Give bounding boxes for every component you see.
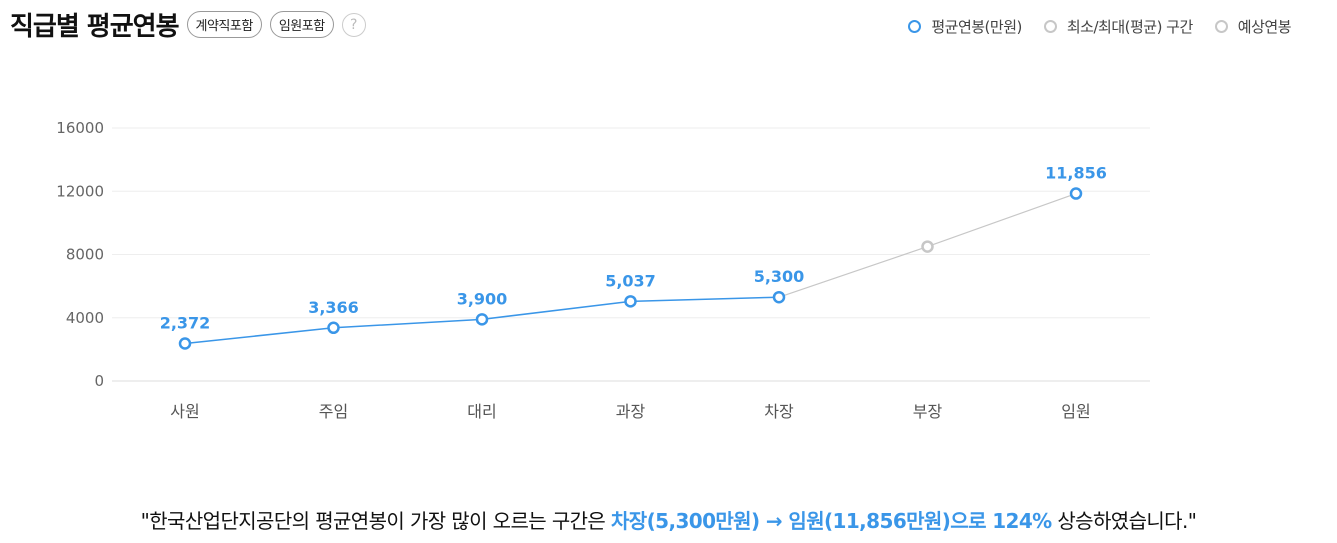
x-tick-label: 과장 bbox=[616, 402, 646, 421]
x-tick-label: 임원 bbox=[1061, 402, 1090, 421]
executive-included-toggle[interactable]: 임원포함 bbox=[269, 11, 334, 38]
x-tick-label: 부장 bbox=[913, 402, 943, 421]
legend-item-average[interactable]: 평균연봉(만원) bbox=[908, 16, 1022, 37]
data-label: 3,366 bbox=[308, 298, 359, 317]
data-label: 2,372 bbox=[160, 313, 211, 332]
legend-label: 평균연봉(만원) bbox=[931, 18, 1022, 36]
data-label: 5,037 bbox=[605, 271, 656, 290]
legend-dot-icon bbox=[908, 20, 922, 33]
y-tick-label: 12000 bbox=[56, 182, 104, 200]
data-point bbox=[327, 321, 340, 335]
data-point bbox=[772, 290, 786, 304]
legend-dot-icon bbox=[1214, 20, 1228, 33]
legend-label: 최소/최대(평균) 구간 bbox=[1066, 18, 1193, 36]
legend-item-range[interactable]: 최소/최대(평균) 구간 bbox=[1043, 16, 1193, 37]
legend-label: 예상연봉 bbox=[1237, 18, 1292, 36]
salary-line-chart: 16000 12000 8000 4000 0 사원 주임 대리 과장 차장 부장 임원 2,372 3,… bbox=[56, 119, 1150, 421]
y-tick-label: 8000 bbox=[66, 246, 104, 264]
header: 직급별 평균연봉 계약직포함 임원포함 ? bbox=[10, 6, 366, 43]
data-label: 3,900 bbox=[457, 289, 508, 308]
summary-suffix: 상승하였습니다." bbox=[1051, 509, 1197, 533]
x-tick-label: 주임 bbox=[319, 402, 348, 421]
x-tick-label: 대리 bbox=[467, 402, 496, 421]
data-label: 5,300 bbox=[754, 267, 805, 286]
chart-title: 직급별 평균연봉 bbox=[10, 12, 179, 42]
y-tick-label: 0 bbox=[94, 372, 104, 390]
y-tick-label: 4000 bbox=[66, 309, 104, 327]
x-tick-label: 차장 bbox=[764, 402, 794, 421]
y-tick-label: 16000 bbox=[56, 119, 104, 137]
data-point bbox=[475, 313, 489, 326]
data-point bbox=[178, 337, 192, 350]
x-tick-label: 사원 bbox=[170, 402, 199, 421]
data-point bbox=[1069, 187, 1083, 200]
summary-highlight: 차장(5,300만원) → 임원(11,856만원)으로 124% bbox=[610, 509, 1052, 533]
summary-text: "한국산업단지공단의 평균연봉이 가장 많이 오르는 구간은 차장(5,300만… bbox=[0, 505, 1337, 534]
help-icon[interactable]: ? bbox=[341, 12, 366, 37]
legend: 평균연봉(만원) 최소/최대(평균) 구간 예상연봉 bbox=[886, 16, 1292, 37]
data-label: 11,856 bbox=[1045, 164, 1107, 183]
legend-item-expected[interactable]: 예상연봉 bbox=[1214, 16, 1292, 37]
legend-dot-icon bbox=[1043, 20, 1057, 33]
contract-included-toggle[interactable]: 계약직포함 bbox=[186, 11, 262, 38]
expected-point bbox=[921, 240, 934, 253]
data-point bbox=[624, 295, 637, 308]
summary-prefix: "한국산업단지공단의 평균연봉이 가장 많이 오르는 구간은 bbox=[140, 509, 611, 533]
